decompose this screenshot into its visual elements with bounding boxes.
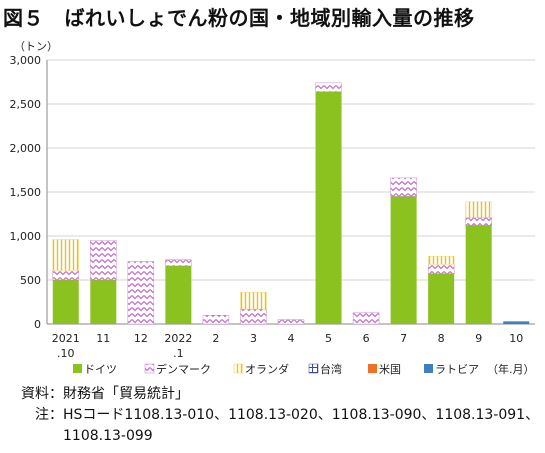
bar-segment (90, 240, 117, 281)
hs-code-note-text: HSコード1108.13-010、1108.13-020、1108.13-090… (63, 407, 540, 444)
bar-segment (165, 259, 192, 267)
x-tick-label: 2 (212, 332, 219, 345)
bar-segment (202, 315, 230, 325)
legend-swatch (424, 364, 433, 373)
bar-segment (352, 312, 380, 325)
y-unit-label: （トン） (14, 40, 58, 53)
bar-segment (465, 225, 492, 324)
legend: ドイツ デンマーク オランダ 台湾 米国 ラトビア (73, 362, 479, 376)
y-tick-label: 2,500 (10, 98, 42, 111)
x-tick-label: 2022 (164, 332, 192, 345)
x-tick-label: .10 (57, 347, 75, 360)
bar-segment (52, 239, 79, 271)
y-tick-label: 3,000 (10, 54, 42, 67)
bar-segment (127, 261, 155, 325)
legend-swatch (73, 364, 82, 373)
x-tick-label: 2021 (52, 332, 80, 345)
hs-code-note-key: 注 (35, 407, 49, 423)
source-note: 資料 ： 財務省「貿易統計」 (3, 384, 543, 405)
legend-swatch (144, 363, 155, 374)
y-tick-label: 0 (34, 318, 41, 331)
y-tick-label: 1,500 (10, 186, 42, 199)
gridlines (47, 59, 535, 281)
bars (52, 82, 530, 325)
x-tick-label: 3 (250, 332, 257, 345)
hs-code-note: 注 ： HSコード1108.13-010、1108.13-020、1108.13… (3, 405, 543, 447)
legend-label: ドイツ (84, 363, 117, 376)
source-note-text: 財務省「貿易統計」 (63, 386, 189, 402)
bar-segment (315, 82, 342, 92)
x-tick-label: 6 (363, 332, 370, 345)
bar-segment (465, 201, 492, 218)
x-tick-label: 7 (400, 332, 407, 345)
legend-label: デンマーク (156, 362, 211, 376)
x-tick-label: 12 (134, 332, 148, 345)
source-note-sep: ： (49, 386, 63, 402)
y-tick-label: 500 (20, 274, 41, 287)
legend-swatch (368, 364, 377, 373)
bar-segment (277, 319, 305, 325)
x-tick-label: .1 (173, 347, 184, 360)
chart-title: 図５ ばれいしょでん粉の国・地域別輸入量の推移 (3, 6, 475, 30)
bar-segment (240, 292, 267, 310)
hs-code-note-sep: ： (49, 407, 63, 423)
bar-segment (428, 273, 455, 324)
legend-label: オランダ (245, 362, 289, 376)
x-tick-label: 11 (96, 332, 110, 345)
bar-segment (390, 196, 417, 324)
x-tick-label: 10 (509, 332, 523, 345)
bar-segment (240, 308, 267, 325)
source-note-key: 資料 (21, 386, 49, 402)
x-tick-label: 8 (438, 332, 445, 345)
bar-segment (465, 217, 492, 226)
y-tick-labels: 0 500 1,000 1,500 2,000 2,500 3,000 (10, 54, 42, 331)
bar-segment (427, 256, 455, 265)
x-tick-label: 9 (475, 332, 482, 345)
legend-swatch (308, 363, 319, 374)
legend-label: ラトビア (435, 363, 479, 376)
x-tick-label: 5 (325, 332, 332, 345)
bar-segment (390, 177, 417, 197)
x-tick-label: 4 (288, 332, 295, 345)
bar-segment (90, 280, 117, 324)
bar-segment (427, 263, 455, 275)
y-tick-label: 2,000 (10, 142, 42, 155)
bar-segment (52, 270, 79, 281)
legend-swatch (233, 363, 244, 374)
bar-segment (165, 265, 192, 324)
legend-label: 米国 (379, 363, 401, 376)
bar-segment (52, 280, 79, 324)
legend-label: 台湾 (320, 362, 342, 376)
notes: 資料 ： 財務省「貿易統計」 注 ： HSコード1108.13-010、1108… (3, 384, 543, 447)
bar-segment (503, 321, 530, 324)
x-tick-labels: 2021 .10 11 12 2022 .1 2 3 4 5 6 7 8 9 10 (52, 332, 523, 360)
y-tick-label: 1,000 (10, 230, 42, 243)
x-unit-label: （年.月） (487, 362, 535, 376)
bar-segment (315, 91, 342, 325)
